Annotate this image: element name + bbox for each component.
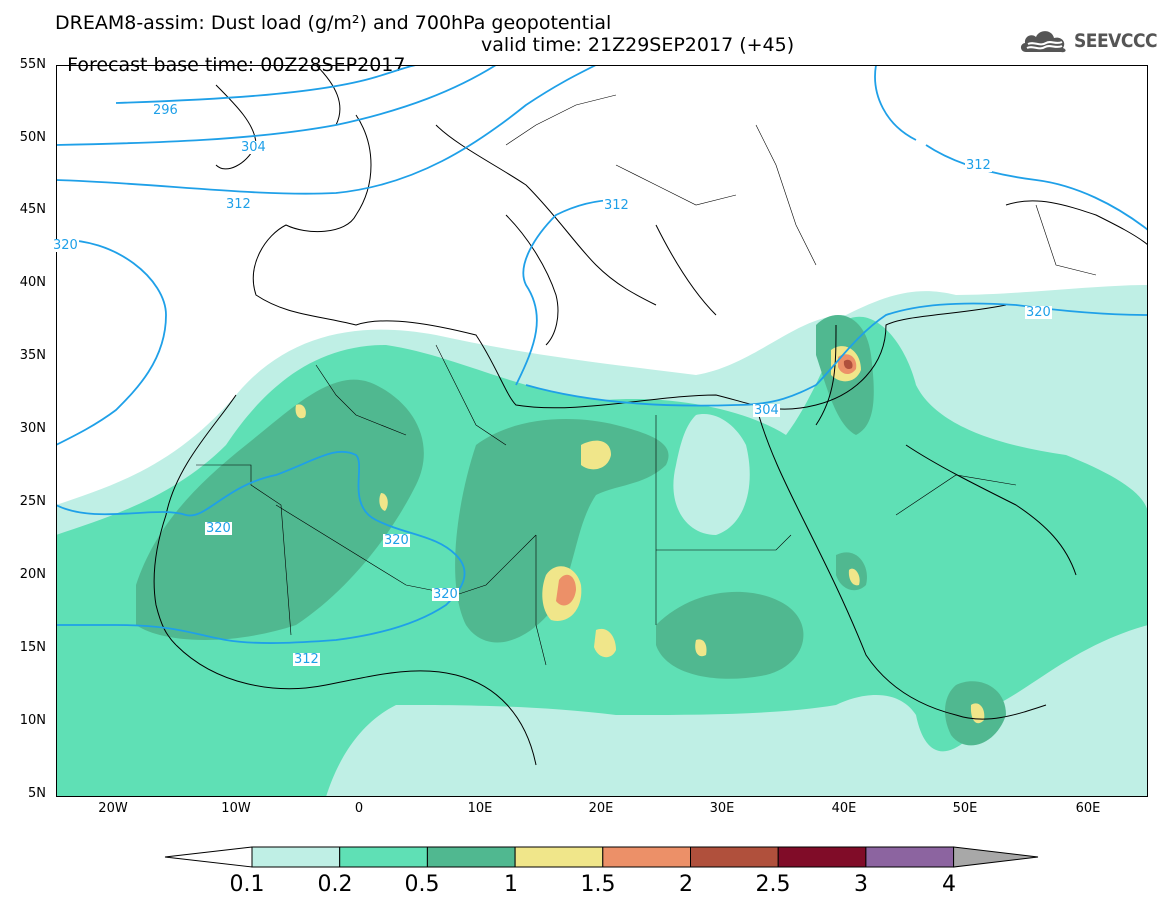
lon-label: 0 bbox=[354, 801, 364, 816]
contour-label: 304 bbox=[753, 403, 780, 418]
legend-label: 2 bbox=[679, 872, 693, 897]
lon-label: 10E bbox=[467, 801, 493, 816]
colorbar-box bbox=[777, 846, 867, 868]
lat-label: 25N bbox=[19, 494, 46, 509]
country-borders bbox=[196, 94, 1097, 666]
lat-label: 45N bbox=[19, 202, 46, 217]
colorbar-box bbox=[690, 846, 779, 868]
legend-label: 2.5 bbox=[755, 872, 791, 897]
colorbar-arrow-low bbox=[164, 846, 253, 868]
lat-label: 55N bbox=[19, 57, 46, 72]
colorbar-box bbox=[251, 846, 341, 868]
lon-label: 20W bbox=[98, 801, 128, 816]
contour-label: 304 bbox=[240, 140, 267, 155]
contour-label: 312 bbox=[965, 158, 992, 173]
valid-time: valid time: 21Z29SEP2017 (+45) bbox=[481, 34, 795, 56]
colorbar-box bbox=[865, 846, 955, 868]
lat-label: 20N bbox=[19, 567, 46, 582]
contour-label: 296 bbox=[152, 103, 179, 118]
lon-label: 30E bbox=[709, 801, 735, 816]
lat-label: 30N bbox=[19, 421, 46, 436]
lon-label: 60E bbox=[1075, 801, 1101, 816]
lon-label: 10W bbox=[221, 801, 251, 816]
contour-label: 312 bbox=[225, 197, 252, 212]
contour-label: 320 bbox=[383, 533, 410, 548]
colorbar-box bbox=[339, 846, 428, 868]
contour-label: 312 bbox=[603, 198, 630, 213]
lon-label: 20E bbox=[588, 801, 614, 816]
lon-label: 50E bbox=[952, 801, 978, 816]
dust-layer-2.0 bbox=[843, 359, 853, 370]
lat-label: 50N bbox=[19, 130, 46, 145]
legend-label: 0.5 bbox=[404, 872, 440, 897]
lat-label: 10N bbox=[19, 713, 46, 728]
seevccc-logo: SEEVCCC bbox=[1018, 25, 1158, 57]
lon-label: 40E bbox=[831, 801, 857, 816]
dust-load-map bbox=[56, 65, 1148, 797]
legend-label: 0.1 bbox=[229, 872, 265, 897]
logo-text: SEEVCCC bbox=[1074, 30, 1158, 52]
legend-label: 4 bbox=[942, 872, 956, 897]
coastlines bbox=[153, 65, 1148, 766]
contour-label: 320 bbox=[205, 521, 232, 536]
contour-label: 320 bbox=[432, 587, 459, 602]
lat-label: 35N bbox=[19, 348, 46, 363]
contour-label: 320 bbox=[1025, 305, 1052, 320]
lat-label: 40N bbox=[19, 275, 46, 290]
colorbar-box bbox=[602, 846, 691, 868]
chart-title: DREAM8-assim: Dust load (g/m²) and 700hP… bbox=[55, 12, 612, 34]
colorbar-box bbox=[426, 846, 516, 868]
cloud-icon bbox=[1020, 31, 1066, 53]
legend-label: 0.2 bbox=[317, 872, 353, 897]
contour-label: 312 bbox=[293, 652, 320, 667]
colorbar-arrow-high bbox=[953, 846, 1039, 868]
lat-label: 15N bbox=[19, 640, 46, 655]
legend-label: 1 bbox=[504, 872, 518, 897]
legend-label: 1.5 bbox=[580, 872, 616, 897]
contour-label: 320 bbox=[52, 238, 79, 253]
legend-label: 3 bbox=[854, 872, 868, 897]
lat-label: 5N bbox=[28, 786, 46, 801]
colorbar-box bbox=[514, 846, 604, 868]
